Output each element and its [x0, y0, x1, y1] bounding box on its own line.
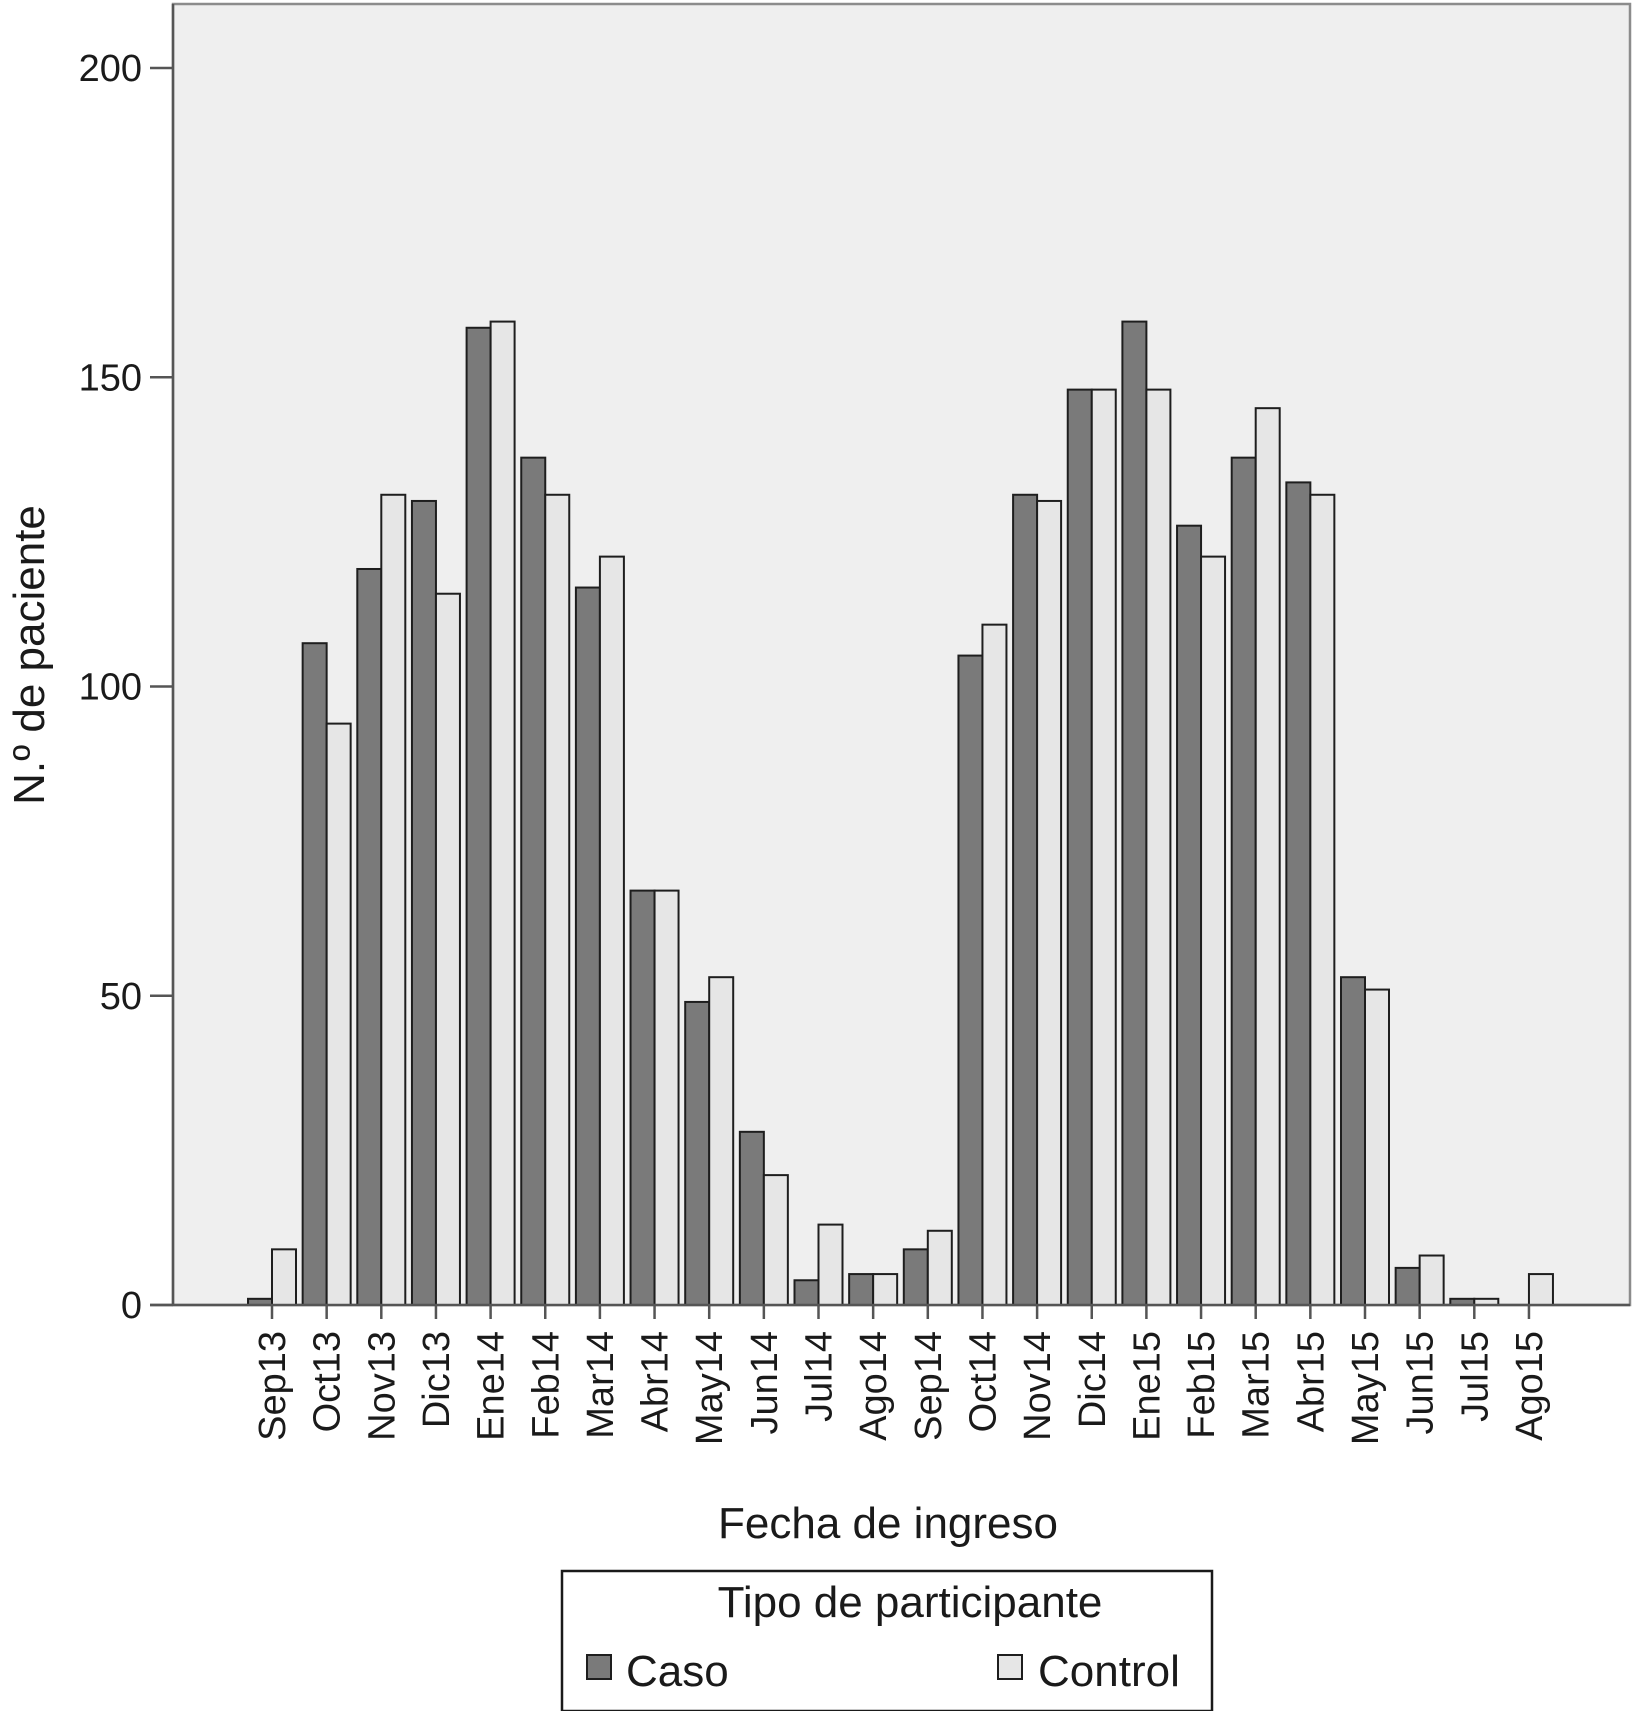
legend-label-caso: Caso: [626, 1647, 729, 1696]
x-tick-label: Ene15: [1126, 1331, 1168, 1441]
bar-caso-may14: [684, 1000, 711, 1306]
bar-control-oct14: [981, 623, 1008, 1306]
bar-caso-mar15: [1230, 456, 1257, 1306]
x-tick-label: Ago14: [853, 1331, 895, 1441]
legend-label-control: Control: [1038, 1647, 1180, 1696]
x-tick-label: Nov13: [361, 1331, 403, 1441]
x-tick-label: Dic13: [416, 1331, 458, 1428]
bar-caso-feb14: [520, 456, 547, 1306]
x-tick-label: Jul14: [799, 1331, 841, 1422]
bar-caso-dic13: [410, 499, 437, 1306]
bar-caso-sep14: [902, 1248, 929, 1306]
bar-control-ene15: [1145, 388, 1172, 1306]
bar-caso-may15: [1340, 976, 1366, 1306]
x-tick-label: Jun15: [1400, 1331, 1442, 1435]
bars: [247, 320, 1554, 1307]
bar-control-abr14: [653, 889, 680, 1306]
bar-control-dic14: [1090, 388, 1117, 1306]
x-tick-label: Nov14: [1017, 1331, 1059, 1441]
y-tick-label: 200: [79, 48, 142, 90]
bar-control-nov14: [1036, 499, 1063, 1306]
legend-title: Tipo de participante: [718, 1578, 1103, 1627]
x-tick-label: Jun14: [744, 1331, 786, 1435]
legend-swatch-caso: [586, 1654, 612, 1680]
y-tick-label: 100: [79, 667, 142, 709]
y-axis: 0 50 100 150 200: [79, 48, 173, 1327]
bar-control-nov13: [380, 493, 407, 1306]
bar-caso-jun15: [1394, 1266, 1421, 1307]
y-axis-title: N.º de paciente: [5, 505, 54, 805]
bar-caso-feb15: [1176, 524, 1203, 1306]
bar-caso-dic14: [1066, 388, 1093, 1306]
x-tick-label: May15: [1345, 1331, 1387, 1445]
bar-control-jul14: [817, 1223, 844, 1306]
bar-control-may15: [1364, 988, 1390, 1306]
bar-control-sep14: [926, 1229, 953, 1307]
bar-control-abr15: [1309, 493, 1336, 1306]
x-axis-title: Fecha de ingreso: [718, 1499, 1058, 1548]
x-axis: Sep13 Oct13 Nov13 Dic13 Ene14 Feb14 Mar14 Abr14…: [252, 1305, 1551, 1445]
bar-control-mar15: [1254, 407, 1281, 1306]
bar-control-ene14: [489, 320, 516, 1306]
x-tick-label: Ago15: [1509, 1331, 1551, 1441]
x-tick-label: Abr14: [635, 1331, 677, 1432]
bar-caso-ene14: [465, 326, 492, 1306]
x-tick-label: Dic14: [1072, 1331, 1114, 1428]
x-tick-label: Mar15: [1236, 1331, 1278, 1439]
x-tick-label: Mar14: [580, 1331, 622, 1439]
x-tick-label: Ene14: [471, 1331, 513, 1441]
bar-caso-jul14: [793, 1279, 820, 1307]
bar-control-ago14: [872, 1273, 899, 1306]
x-tick-label: Oct14: [962, 1331, 1004, 1432]
x-tick-label: Jul15: [1454, 1331, 1496, 1422]
bar-control-oct13: [325, 722, 352, 1306]
x-tick-label: Abr15: [1290, 1331, 1332, 1432]
bar-control-sep13: [271, 1248, 297, 1306]
bar-caso-abr14: [629, 889, 656, 1306]
bar-caso-ago14: [848, 1273, 875, 1306]
bar-caso-mar14: [574, 586, 601, 1306]
x-tick-label: Oct13: [307, 1331, 349, 1432]
bar-control-feb14: [544, 493, 571, 1306]
bar-control-jun14: [762, 1174, 789, 1306]
bar-caso-jun14: [738, 1130, 765, 1306]
bar-caso-ene15: [1121, 320, 1148, 1306]
bar-control-ago15: [1527, 1273, 1554, 1306]
y-tick-label: 0: [121, 1285, 142, 1327]
bar-caso-abr15: [1285, 481, 1312, 1306]
bar-control-feb15: [1200, 555, 1227, 1306]
x-tick-label: May14: [689, 1331, 731, 1445]
bar-control-may14: [708, 976, 735, 1306]
y-tick-label: 50: [100, 976, 142, 1018]
bar-caso-nov14: [1012, 493, 1039, 1306]
bar-caso-nov13: [356, 567, 383, 1306]
x-tick-label: Feb15: [1181, 1331, 1223, 1439]
bar-control-dic13: [434, 592, 461, 1306]
x-tick-label: Feb14: [525, 1331, 567, 1439]
legend-box: [560, 1569, 1214, 1711]
x-tick-label: Sep14: [908, 1331, 950, 1441]
y-tick-label: 150: [79, 357, 142, 399]
x-tick-label: Sep13: [252, 1331, 294, 1441]
bar-control-jun15: [1418, 1254, 1445, 1307]
legend: Tipo de participante Caso Control: [560, 1569, 1214, 1711]
bar-caso-oct14: [957, 654, 984, 1306]
legend-swatch-control: [997, 1654, 1023, 1680]
bar-caso-oct13: [301, 642, 328, 1306]
bar-control-mar14: [598, 555, 625, 1306]
